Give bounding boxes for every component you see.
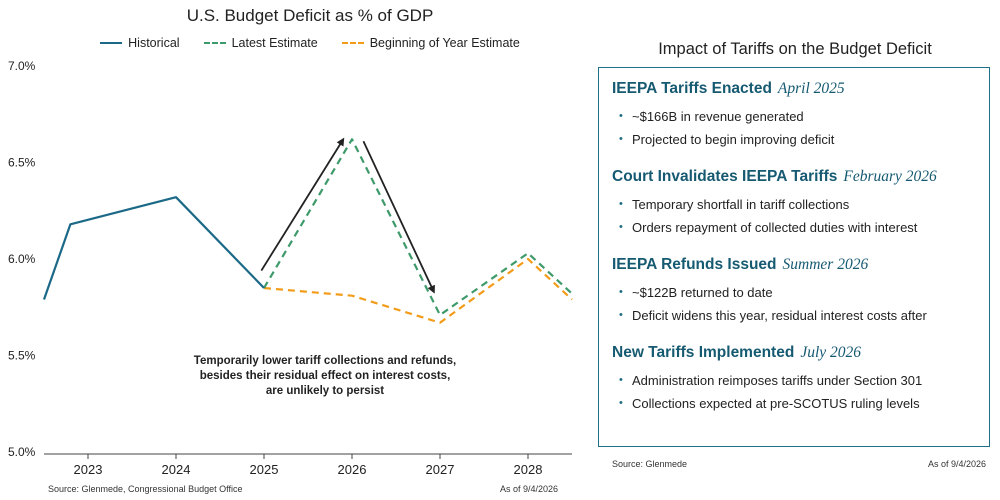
bullet-item: Administration reimposes tariffs under S… (612, 369, 977, 392)
bullet-item: ~$122B returned to date (612, 281, 977, 304)
chart-title: U.S. Budget Deficit as % of GDP (186, 6, 434, 25)
y-tick-label: 5.5% (8, 349, 36, 363)
x-tick-label: 2027 (426, 462, 455, 477)
x-tick-label: 2026 (338, 462, 367, 477)
section-new-tariffs: New Tariffs Implemented July 2026 Adminis… (612, 344, 977, 415)
bullet-item: Projected to begin improving deficit (612, 128, 977, 151)
section-heading-text: New Tariffs Implemented (612, 344, 795, 361)
legend-swatch-latest-estimate (203, 42, 226, 44)
bullet-list: ~$166B in revenue generated Projected to… (612, 105, 977, 151)
series-line-latest-estimate (263, 138, 573, 317)
bullet-item: Temporary shortfall in tariff collection… (612, 193, 977, 216)
legend-label-historical: Historical (128, 36, 180, 50)
series-line-beginning-of-year-estimate (263, 257, 573, 324)
legend-item-latest-estimate: Latest Estimate (203, 36, 318, 50)
y-tick-label: 5.0% (8, 445, 36, 459)
y-tick-label: 6.5% (8, 156, 36, 170)
section-heading-text: Court Invalidates IEEPA Tariffs (612, 168, 838, 185)
bullet-item: Orders repayment of collected duties wit… (612, 216, 977, 239)
x-tick-label: 2028 (514, 462, 543, 477)
section-date: July 2026 (800, 344, 862, 361)
section-court-invalidates: Court Invalidates IEEPA Tariffs February … (612, 168, 977, 239)
section-ieepa-enacted: IEEPA Tariffs Enacted April 2025 ~$166B i… (612, 80, 977, 151)
bullet-item: Deficit widens this year, residual inter… (612, 304, 977, 327)
panel-asof-note: As of 9/4/2026 (928, 459, 987, 469)
section-heading: New Tariffs Implemented July 2026 (612, 344, 977, 362)
bullet-item: Collections expected at pre-SCOTUS rulin… (612, 392, 977, 415)
y-tick-label: 6.0% (8, 252, 36, 266)
section-heading-text: IEEPA Refunds Issued (612, 256, 777, 273)
chart-annotation: Temporarily lower tariff collections and… (193, 355, 457, 397)
legend-label-latest-estimate: Latest Estimate (231, 36, 318, 50)
bullet-list: Administration reimposes tariffs under S… (612, 369, 977, 415)
legend-swatch-beginning-estimate (341, 42, 364, 44)
chart-source-note: Source: Glenmede, Congressional Budget O… (48, 484, 243, 494)
panel-title: Impact of Tariffs on the Budget Deficit (658, 40, 932, 58)
section-refunds-issued: IEEPA Refunds Issued Summer 2026 ~$122B r… (612, 256, 977, 327)
section-heading: Court Invalidates IEEPA Tariffs February … (612, 168, 977, 186)
series-line-historical (42, 196, 265, 300)
section-heading: IEEPA Refunds Issued Summer 2026 (612, 256, 977, 274)
trend-arrow (260, 137, 345, 272)
section-date: February 2026 (843, 168, 937, 185)
section-date: Summer 2026 (782, 256, 869, 273)
deficit-line-chart: 7.0% 6.5% 6.0% 5.5% 5.0% 2023 2024 2025 2026 202… (8, 59, 573, 477)
y-tick-label: 7.0% (8, 59, 36, 73)
bullet-list: Temporary shortfall in tariff collection… (612, 193, 977, 239)
legend-item-beginning-estimate: Beginning of Year Estimate (341, 36, 520, 50)
chart-legend: Historical Latest Estimate Beginning of … (40, 36, 580, 50)
section-heading-text: IEEPA Tariffs Enacted (612, 80, 772, 97)
legend-label-beginning-estimate: Beginning of Year Estimate (369, 36, 520, 50)
section-heading: IEEPA Tariffs Enacted April 2025 (612, 80, 977, 98)
legend-item-historical: Historical (100, 36, 180, 50)
panel-source-note: Source: Glenmede (612, 459, 688, 469)
legend-swatch-historical (100, 42, 123, 44)
trend-arrow (362, 140, 435, 294)
chart-asof-note: As of 9/4/2026 (500, 484, 559, 494)
tariff-impact-panel: IEEPA Tariffs Enacted April 2025 ~$166B i… (598, 67, 990, 447)
section-date: April 2025 (777, 80, 845, 97)
x-tick-label: 2023 (74, 462, 103, 477)
bullet-item: ~$166B in revenue generated (612, 105, 977, 128)
bullet-list: ~$122B returned to date Deficit widens t… (612, 281, 977, 327)
x-tick-label: 2025 (250, 462, 279, 477)
x-tick-label: 2024 (162, 462, 191, 477)
